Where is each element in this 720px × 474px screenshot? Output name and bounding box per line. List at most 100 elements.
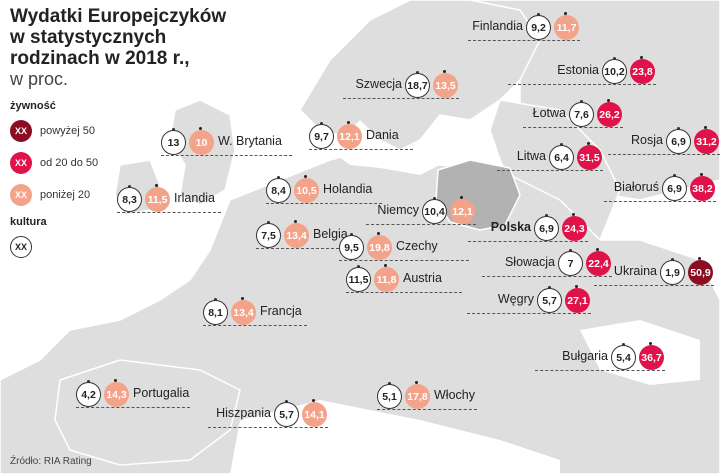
- marker-dot: [580, 100, 583, 103]
- culture-value: 9,2: [526, 13, 551, 40]
- country-name: Niemcy: [377, 203, 419, 217]
- country-niemcy: 10,4 12,1 Niemcy: [366, 196, 476, 226]
- culture-value: 9,7: [309, 122, 334, 149]
- country-name: Estonia: [557, 63, 599, 77]
- food-value: 22,4: [586, 248, 611, 276]
- country-name: Białoruś: [613, 180, 659, 194]
- country-włochy: 5,1 17,8 Włochy: [377, 381, 477, 411]
- marker-dot: [545, 214, 548, 217]
- country-name: Węgry: [497, 292, 534, 306]
- marker-dot: [564, 12, 567, 15]
- country-białoruś: 6,9 38,2 Białoruś: [604, 173, 716, 203]
- marker-dot: [649, 342, 652, 345]
- leader-line: [208, 427, 328, 428]
- marker-dot: [320, 122, 323, 125]
- marker-dot: [128, 185, 131, 188]
- marker-dot: [347, 121, 350, 124]
- country-name: Szwecja: [355, 77, 402, 91]
- marker-dot: [704, 126, 707, 129]
- country-name: Francja: [260, 304, 302, 318]
- iberia-shape: [54, 359, 241, 466]
- legend-item-mid: XX od 20 do 50: [10, 150, 170, 176]
- food-value: 13,5: [433, 70, 458, 98]
- marker-dot: [572, 213, 575, 216]
- culture-value: 5,7: [537, 286, 562, 313]
- culture-value: 10,4: [422, 197, 447, 224]
- leader-line: [366, 224, 476, 225]
- marker-dot: [700, 173, 703, 176]
- leader-line: [346, 292, 462, 293]
- marker-dot: [312, 399, 315, 402]
- leader-line: [309, 149, 413, 150]
- country-name: Polska: [490, 220, 531, 234]
- food-value: 10,5: [294, 175, 319, 203]
- leader-line: [508, 84, 656, 85]
- food-value: 36,7: [639, 342, 664, 370]
- culture-value: 5,1: [377, 382, 402, 409]
- leader-line: [468, 40, 580, 41]
- country-łotwa: 7,6 26,2 Łotwa: [523, 99, 623, 129]
- leader-line: [608, 154, 720, 155]
- country-name: Słowacja: [504, 255, 555, 269]
- country-name: Czechy: [396, 239, 438, 253]
- leader-line: [535, 370, 665, 371]
- culture-value: 4,2: [76, 380, 101, 407]
- culture-value: 6,4: [549, 143, 574, 170]
- leader-line: [76, 407, 190, 408]
- culture-value: 8,4: [266, 176, 291, 203]
- marker-dot: [575, 285, 578, 288]
- country-rosja: 6,9 31,2 Rosja: [608, 126, 720, 156]
- marker-dot: [698, 257, 701, 260]
- marker-dot: [172, 128, 175, 131]
- food-value: 24,3: [562, 213, 587, 241]
- country-portugalia: 4,2 14,3 Portugalia: [76, 379, 190, 409]
- culture-value: 7,6: [569, 100, 594, 127]
- leader-line: [117, 212, 221, 213]
- country-irlandia: 8,3 11,5 Irlandia: [117, 184, 221, 214]
- leader-line: [161, 155, 292, 156]
- country-name: Bułgaria: [562, 349, 608, 363]
- marker-dot: [114, 379, 117, 382]
- culture-value: 6,9: [534, 214, 559, 241]
- culture-value: 10,2: [602, 57, 627, 84]
- country-name: W. Brytania: [218, 134, 282, 148]
- marker-dot: [241, 297, 244, 300]
- food-value: 14,3: [104, 379, 129, 407]
- food-value: 23,8: [630, 56, 655, 84]
- marker-dot: [267, 221, 270, 224]
- country-name: Holandia: [323, 182, 373, 196]
- legend-circle-high: XX: [10, 120, 32, 142]
- leader-line: [203, 325, 307, 326]
- culture-value: 5,4: [611, 343, 636, 370]
- culture-value: 13: [161, 128, 186, 155]
- leader-line: [343, 98, 459, 99]
- legend-label-high: powyżej 50: [40, 125, 96, 137]
- country-name: Portugalia: [133, 386, 190, 400]
- legend-circle-culture: XX: [10, 236, 32, 258]
- marker-dot: [277, 176, 280, 179]
- food-value: 12,1: [450, 196, 475, 224]
- country-name: Ukraina: [613, 264, 657, 278]
- country-name: Belgia: [313, 227, 348, 241]
- country-hiszpania: 5,7 14,1 Hiszpania: [208, 399, 328, 429]
- country-name: Hiszpania: [216, 406, 271, 420]
- legend-label-low: poniżej 20: [40, 189, 91, 201]
- country-name: Rosja: [631, 133, 663, 147]
- leader-line: [339, 260, 469, 261]
- food-value: 11,8: [374, 264, 399, 292]
- marker-dot: [443, 70, 446, 73]
- marker-dot: [587, 142, 590, 145]
- country-name: Irlandia: [174, 191, 215, 205]
- marker-dot: [433, 197, 436, 200]
- food-value: 14,1: [302, 399, 327, 427]
- country-słowacja: 7 22,4 Słowacja: [482, 248, 612, 278]
- marker-dot: [214, 298, 217, 301]
- leader-line: [523, 127, 623, 128]
- marker-dot: [377, 232, 380, 235]
- culture-value: 6,9: [662, 174, 687, 201]
- country-dania: 9,7 12,1 Dania: [309, 121, 413, 151]
- source-note: Źródło: RIA Rating: [10, 456, 92, 467]
- food-value: 38,2: [690, 173, 715, 201]
- leader-line: [497, 170, 603, 171]
